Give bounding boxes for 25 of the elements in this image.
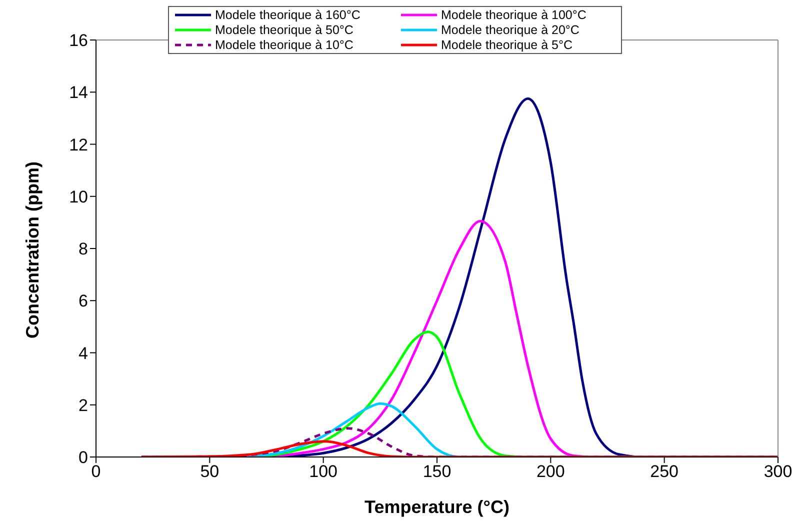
legend-label: Modele theorique à 5°C xyxy=(441,38,572,52)
legend-label: Modele theorique à 10°C xyxy=(215,38,354,52)
y-tick-label: 4 xyxy=(78,344,88,363)
legend-label: Modele theorique à 100°C xyxy=(441,8,586,22)
x-tick-label: 50 xyxy=(200,462,220,482)
y-tick-label: 2 xyxy=(78,396,88,415)
x-tick-label: 200 xyxy=(536,462,565,482)
y-tick-label: 14 xyxy=(69,83,88,102)
y-axis-title: Concentration (ppm) xyxy=(22,162,42,338)
x-axis-title: Temperature (°C) xyxy=(364,497,510,517)
y-tick-label: 8 xyxy=(78,240,88,259)
x-tick-label: 300 xyxy=(764,462,792,482)
x-tick-label: 100 xyxy=(309,462,338,482)
x-tick-label: 250 xyxy=(650,462,679,482)
legend-label: Modele theorique à 20°C xyxy=(441,23,580,37)
y-tick-label: 16 xyxy=(69,31,88,50)
y-tick-label: 0 xyxy=(78,448,88,468)
legend-label: Modele theorique à 50°C xyxy=(215,23,354,37)
y-tick-label: 10 xyxy=(69,187,88,206)
legend-label: Modele theorique à 160°C xyxy=(215,8,360,22)
x-tick-label: 150 xyxy=(422,462,452,482)
line-series xyxy=(140,440,778,457)
y-tick-label: 6 xyxy=(78,292,88,311)
x-tick-label: 0 xyxy=(91,462,101,482)
y-tick-label: 12 xyxy=(69,135,88,154)
